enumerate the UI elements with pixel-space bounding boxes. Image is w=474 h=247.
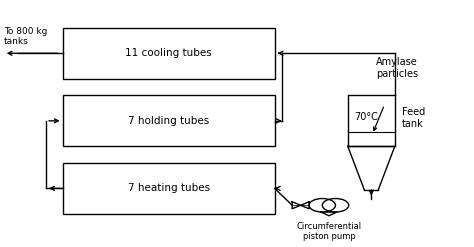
Text: Feed
tank: Feed tank [402, 107, 425, 129]
Text: 11 cooling tubes: 11 cooling tubes [125, 48, 212, 58]
Bar [63, 163, 275, 214]
Text: Circumferential
piston pump: Circumferential piston pump [296, 222, 362, 241]
Text: Amylase
particles: Amylase particles [376, 57, 418, 79]
Text: 70°C: 70°C [355, 112, 379, 122]
Text: 7 holding tubes: 7 holding tubes [128, 116, 210, 126]
Bar [63, 28, 275, 79]
Text: To 800 kg
tanks: To 800 kg tanks [4, 27, 47, 46]
Text: 7 heating tubes: 7 heating tubes [128, 183, 210, 193]
Bar [63, 96, 275, 146]
